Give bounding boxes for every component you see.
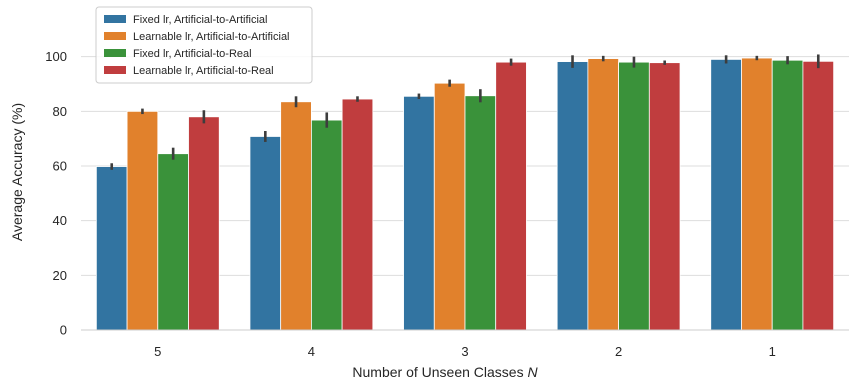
x-tick-label: 3 [461, 344, 468, 359]
bar [556, 61, 589, 331]
x-tick-label: 4 [308, 344, 315, 359]
legend-swatch [104, 49, 126, 57]
bar [710, 59, 742, 331]
bar [648, 62, 681, 331]
bar [249, 136, 282, 331]
bar [771, 59, 804, 331]
bar [310, 119, 343, 331]
bars-group [95, 54, 835, 331]
legend: Fixed lr, Artificial-to-Artificial Learna… [95, 6, 313, 84]
bar [433, 82, 466, 331]
bar [495, 61, 527, 331]
bar [157, 153, 189, 331]
bar [802, 60, 835, 331]
x-tick-label: 1 [769, 344, 776, 359]
bar [280, 101, 312, 331]
x-tick-label: 2 [615, 344, 622, 359]
y-tick-label: 80 [53, 104, 67, 119]
legend-box [95, 6, 313, 84]
y-tick-label: 0 [60, 323, 67, 338]
bar [126, 110, 159, 331]
y-tick-label: 100 [45, 49, 67, 64]
y-tick-label: 40 [53, 213, 67, 228]
bar [403, 95, 435, 331]
y-tick-labels: 0 20 40 60 80 100 [45, 49, 67, 337]
x-tick-label: 5 [154, 344, 161, 359]
legend-swatch [104, 66, 126, 74]
bar [188, 116, 220, 331]
legend-label: Learnable lr, Artificial-to-Real [133, 65, 274, 77]
bar [95, 166, 128, 331]
bar [618, 61, 650, 331]
bar [741, 57, 773, 331]
x-axis-title: Number of Unseen Classes N [352, 364, 538, 380]
legend-label: Fixed lr, Artificial-to-Real [133, 48, 252, 60]
legend-swatch [104, 15, 126, 23]
legend-label: Learnable lr, Artificial-to-Artificial [133, 31, 290, 43]
y-axis-title: Average Accuracy (%) [9, 103, 25, 241]
legend-label: Fixed lr, Artificial-to-Artificial [133, 14, 267, 26]
bar [464, 95, 497, 331]
bar [587, 58, 620, 331]
y-tick-label: 20 [53, 268, 67, 283]
x-tick-labels: 5 4 3 2 1 [154, 344, 776, 359]
legend-swatch [104, 32, 126, 40]
bar [341, 98, 374, 331]
y-tick-label: 60 [53, 159, 67, 174]
